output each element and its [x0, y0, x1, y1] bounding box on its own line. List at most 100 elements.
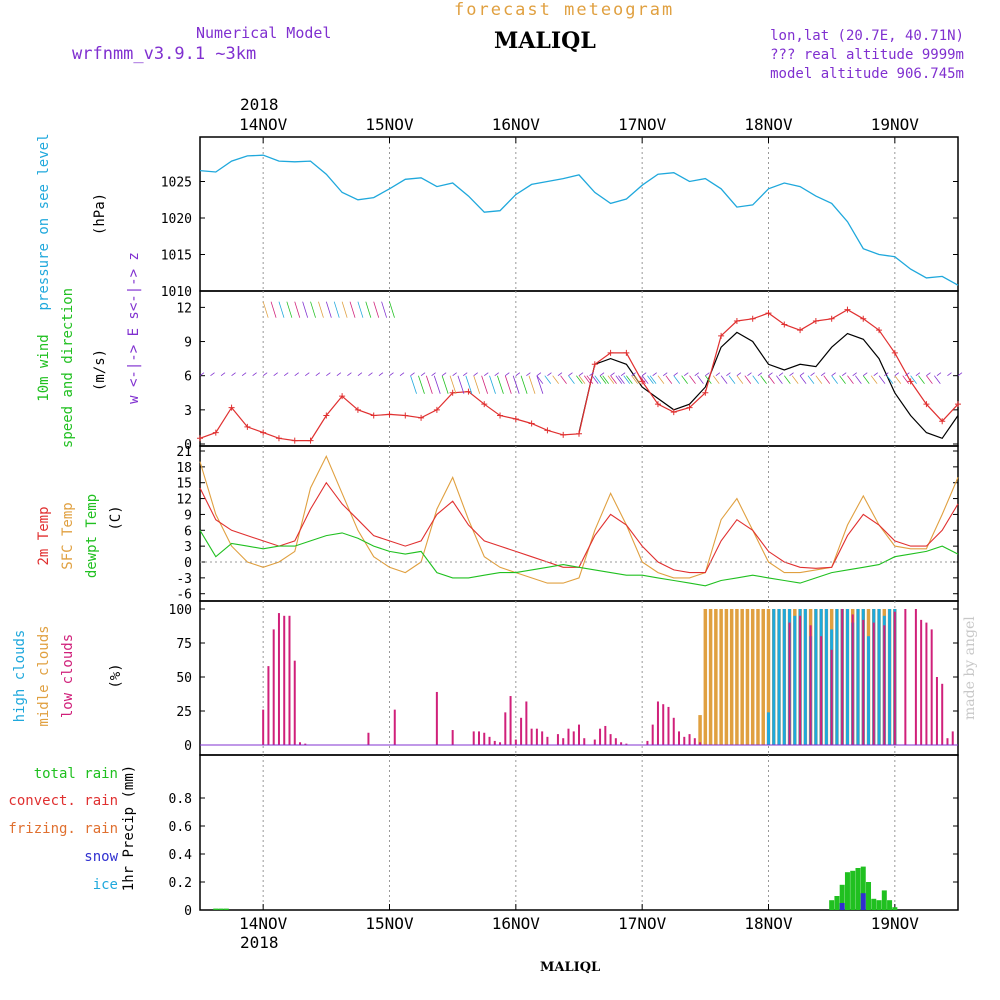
clouds-ytick-label: 25	[176, 705, 192, 720]
wind-direction-arrow	[305, 372, 310, 377]
precip-bar-total	[834, 896, 840, 910]
temp-2m-axis-label: 2m Temp	[36, 506, 52, 565]
wind-speed-marker	[402, 412, 409, 419]
wind-speed-marker	[654, 401, 661, 408]
wind-direction-arrow	[705, 372, 710, 377]
wind-direction-barb	[278, 301, 285, 318]
cloud-unit-label: (%)	[108, 663, 124, 688]
wind-speed-marker	[560, 431, 567, 438]
wind-direction-barb	[591, 375, 599, 384]
temp-unit-label: (C)	[108, 505, 124, 530]
wind-direction-barb	[286, 301, 293, 318]
cloud-bar-low	[525, 701, 528, 745]
pressure-ytick-label: 1010	[161, 285, 192, 300]
cloud-bar-midle	[729, 609, 734, 745]
cloud-bar-high	[888, 609, 892, 745]
wind-direction-arrow	[357, 372, 363, 377]
cloud-bar-low	[951, 731, 954, 745]
wind-direction-barb	[705, 375, 712, 384]
temperature-ytick-label: 6	[184, 524, 192, 539]
cloud-bar-high	[867, 636, 871, 745]
wind-direction-barb	[728, 375, 736, 384]
wind-direction-arrow	[473, 372, 478, 377]
cloud-bar-low	[572, 731, 575, 745]
wind-direction-barb	[586, 375, 594, 384]
pressure-axis-label: pressure on see level	[36, 133, 52, 310]
wind-direction-barb	[665, 375, 673, 384]
wind-direction-arrow	[610, 372, 615, 377]
precip-bar-total	[855, 868, 861, 910]
cloud-bar-high	[782, 609, 786, 745]
wind-direction-barb	[333, 301, 340, 318]
real-altitude-label: ??? real altitude 9999m	[770, 47, 964, 63]
cloud-bar-low	[914, 609, 917, 745]
wind-speed-line	[199, 309, 959, 442]
cloud-bar-low	[693, 738, 696, 745]
wind-direction-barb	[926, 375, 933, 384]
wind-direction-barb	[610, 375, 617, 384]
cloud-bar-low	[662, 704, 665, 745]
cloud-bar-high	[803, 609, 807, 745]
wind-direction-barb	[862, 375, 870, 384]
wind-direction-arrow	[757, 372, 763, 377]
wind-speed-marker	[718, 332, 725, 339]
cloud-bar-high	[814, 609, 818, 745]
wind-direction-arrow	[399, 372, 405, 377]
wind-direction-arrow	[926, 372, 931, 377]
wind-direction-barb	[599, 375, 607, 384]
wind-direction-barb	[791, 375, 799, 384]
wind-direction-arrow	[841, 372, 847, 377]
cloud-bar-low	[493, 740, 496, 745]
cloud-bar-low	[599, 728, 602, 745]
wind-speed-marker	[481, 401, 488, 408]
wind-speed-marker	[907, 378, 914, 385]
cloud-bar-low	[946, 738, 949, 745]
wind-direction-barb	[752, 375, 760, 384]
wind-direction-barb	[294, 301, 301, 318]
wind-direction-barb	[720, 375, 728, 384]
precipitation-ytick-label: 0.6	[169, 820, 192, 835]
wind-direction-barb	[481, 375, 488, 394]
wind-ytick-label: 0	[184, 438, 192, 453]
cloud-bar-low	[262, 709, 265, 745]
wind-direction-barb	[823, 375, 831, 384]
day-label-top: 17NOV	[618, 115, 667, 134]
cloud-bar-midle	[735, 609, 739, 745]
wind-panel-frame	[199, 290, 959, 447]
wind-direction-barb	[357, 301, 364, 318]
wind-direction-barb	[457, 375, 465, 394]
wind-direction-barb	[465, 375, 473, 394]
day-label-bottom: 14NOV	[239, 914, 288, 933]
wind-direction-barb	[933, 375, 941, 384]
wind-direction-barb	[631, 375, 638, 384]
pressure-panel-frame	[199, 136, 959, 292]
wind-direction-barb	[697, 375, 704, 384]
temperature-ytick-label: 3	[184, 540, 192, 555]
pressure-ytick-label: 1020	[161, 212, 192, 227]
wind-speed-marker	[797, 327, 804, 334]
wind-direction-arrow	[515, 372, 521, 377]
wind-direction-barb	[626, 375, 633, 384]
wind-direction-barb	[373, 301, 380, 318]
wind-axis-label-2: speed and direction	[60, 288, 76, 448]
cloud-bar-high	[877, 609, 881, 745]
cloud-bar-low	[530, 728, 533, 745]
wind-direction-barb	[607, 375, 615, 384]
cloud-bar-high	[856, 609, 860, 745]
wind-direction-arrow	[684, 372, 689, 377]
wind-direction-barb	[886, 375, 894, 384]
wind-direction-barb	[560, 375, 567, 384]
wind-direction-arrow	[199, 372, 205, 377]
wind-direction-arrow	[441, 372, 447, 377]
wind-direction-arrow	[462, 372, 468, 377]
wind-speed-marker	[607, 349, 614, 356]
precip-bar-snow	[860, 893, 866, 910]
wind-direction-barb	[262, 301, 269, 318]
cloud-bar-midle	[714, 609, 718, 745]
cloud-bar-low	[667, 706, 670, 745]
cloud-bar-low	[541, 731, 544, 745]
wind-direction-arrow	[747, 372, 752, 377]
cloud-bar-high	[772, 609, 776, 745]
wind-speed-marker	[370, 412, 377, 419]
wind-direction-barb	[647, 375, 654, 384]
